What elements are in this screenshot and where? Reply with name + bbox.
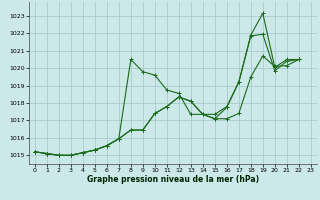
X-axis label: Graphe pression niveau de la mer (hPa): Graphe pression niveau de la mer (hPa) bbox=[87, 175, 259, 184]
